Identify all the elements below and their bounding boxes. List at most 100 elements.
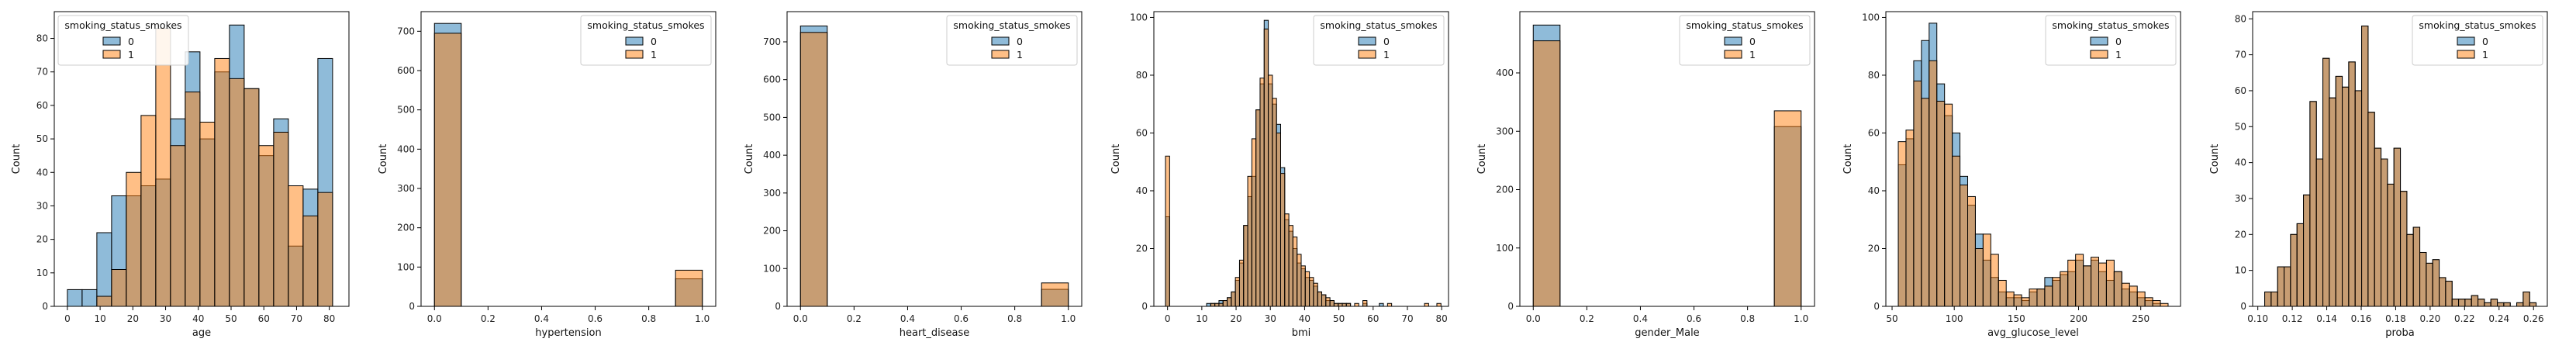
x-tick-label: 0.22 — [2454, 313, 2475, 324]
bar-series-1 — [2354, 90, 2363, 307]
y-tick-label: 0 — [42, 301, 48, 312]
bar-series-1 — [2406, 233, 2414, 307]
x-tick-label: 0.4 — [900, 313, 915, 324]
y-tick-label: 60 — [36, 100, 48, 111]
bar-series-1 — [199, 122, 216, 307]
bar-series-1 — [2121, 282, 2130, 307]
x-tick-label: 0.4 — [534, 313, 549, 324]
bar-series-1 — [2484, 302, 2491, 307]
x-tick-label: 0 — [64, 313, 71, 324]
bar-series-1 — [1338, 302, 1343, 307]
bar-series-1 — [96, 295, 112, 307]
x-tick-label: 60 — [1367, 313, 1379, 324]
x-tick-label: 0.10 — [2247, 313, 2268, 324]
legend-label-0: 0 — [651, 36, 657, 47]
legend-swatch-0 — [625, 36, 644, 46]
y-tick-label: 500 — [763, 112, 781, 123]
bar-series-1 — [1967, 195, 1976, 307]
bar-series-1 — [2052, 277, 2061, 307]
bar-series-1 — [2374, 147, 2382, 307]
bar-series-1 — [1333, 302, 1339, 307]
bar-series-1 — [2497, 302, 2505, 307]
legend-label-1: 1 — [1749, 49, 1756, 60]
bar-series-1 — [317, 192, 333, 307]
y-tick-label: 0 — [1141, 301, 1148, 312]
y-tick-label: 700 — [397, 26, 415, 36]
bar-series-1 — [1424, 302, 1429, 307]
bar-series-1 — [1243, 225, 1248, 307]
x-axis-label: heart_disease — [900, 327, 970, 339]
bar-series-1 — [2309, 101, 2317, 307]
bar-series-1 — [2277, 266, 2285, 307]
y-tick-label: 40 — [1868, 185, 1880, 196]
y-tick-label: 0 — [775, 301, 781, 312]
legend-label-0: 0 — [128, 36, 134, 47]
legend-box — [1679, 15, 1811, 66]
bar-series-1 — [1238, 259, 1245, 307]
y-tick-label: 700 — [763, 36, 781, 47]
legend-swatch-1 — [991, 50, 1010, 59]
x-tick-label: 50 — [1333, 313, 1345, 324]
bar-series-1 — [2075, 254, 2084, 307]
x-tick-label: 200 — [2070, 313, 2087, 324]
x-tick-label: 80 — [323, 313, 335, 324]
y-tick-label: 30 — [2235, 193, 2246, 204]
bar-series-1 — [273, 131, 289, 307]
legend: smoking_status_smokes 0 1 — [1313, 15, 1445, 66]
legend-label-1: 1 — [128, 49, 134, 60]
x-tick-label: 40 — [192, 313, 204, 324]
bar-series-1 — [1255, 109, 1261, 307]
bar-series-1 — [2270, 291, 2278, 307]
bar-series-1 — [1227, 297, 1232, 307]
bar-series-1 — [2303, 194, 2311, 307]
legend-swatch-0 — [1358, 36, 1376, 46]
bar-series-1 — [1041, 282, 1069, 307]
bar-series-1 — [2060, 271, 2069, 307]
bar-series-1 — [2426, 262, 2433, 307]
bar-series-1 — [2529, 302, 2537, 307]
bar-series-1 — [1272, 98, 1277, 307]
bar-series-1 — [2367, 112, 2375, 307]
bar-series-1 — [2091, 257, 2099, 307]
x-axis-label: hypertension — [535, 327, 601, 339]
y-tick-label: 400 — [397, 143, 415, 154]
bar-series-1 — [170, 145, 186, 307]
bar-series-1 — [2387, 183, 2395, 307]
bar-series-1 — [2296, 223, 2305, 307]
legend-title: smoking_status_smokes — [587, 19, 704, 31]
bar-series-1 — [1974, 247, 1984, 307]
legend-swatch-0 — [2090, 36, 2108, 46]
x-tick-label: 0.14 — [2316, 313, 2337, 324]
legend-label-1: 1 — [2482, 49, 2488, 60]
legend: smoking_status_smokes 0 1 — [946, 15, 1078, 66]
bar-series-1 — [2445, 281, 2453, 307]
x-tick-label: 1.0 — [695, 313, 710, 324]
y-tick-label: 40 — [1136, 185, 1148, 196]
bar-series-0 — [81, 289, 98, 307]
legend-label-1: 1 — [1383, 49, 1390, 60]
bar-series-1 — [1165, 155, 1170, 307]
bar-series-1 — [1321, 294, 1327, 307]
axes-frame — [420, 11, 717, 307]
x-axis-label: avg_glucose_level — [1987, 327, 2079, 339]
bar-series-1 — [2522, 291, 2530, 307]
bar-series-1 — [1288, 225, 1293, 307]
bar-series-0 — [96, 232, 112, 307]
x-tick-label: 0.0 — [427, 313, 442, 324]
chart-panel-avg_glucose_level: 50 100 150 200 250 0 20 40 60 80 100 avg_glucose_le… — [1842, 11, 2181, 339]
x-tick-label: 70 — [1401, 313, 1413, 324]
legend-swatch-0 — [991, 36, 1010, 46]
y-tick-label: 100 — [763, 263, 781, 274]
y-tick-label: 60 — [2235, 85, 2246, 96]
bar-series-1 — [433, 33, 462, 307]
y-axis-label: Count — [1110, 144, 1122, 174]
legend-label-0: 0 — [1383, 36, 1390, 47]
bar-series-1 — [2315, 158, 2324, 307]
x-tick-label: 30 — [1265, 313, 1276, 324]
y-tick-label: 20 — [36, 234, 48, 245]
x-tick-label: 150 — [2008, 313, 2025, 324]
x-tick-label: 0 — [1165, 313, 1171, 324]
bar-series-1 — [2335, 75, 2343, 307]
bar-series-1 — [2361, 26, 2369, 307]
bar-series-1 — [1773, 110, 1802, 307]
